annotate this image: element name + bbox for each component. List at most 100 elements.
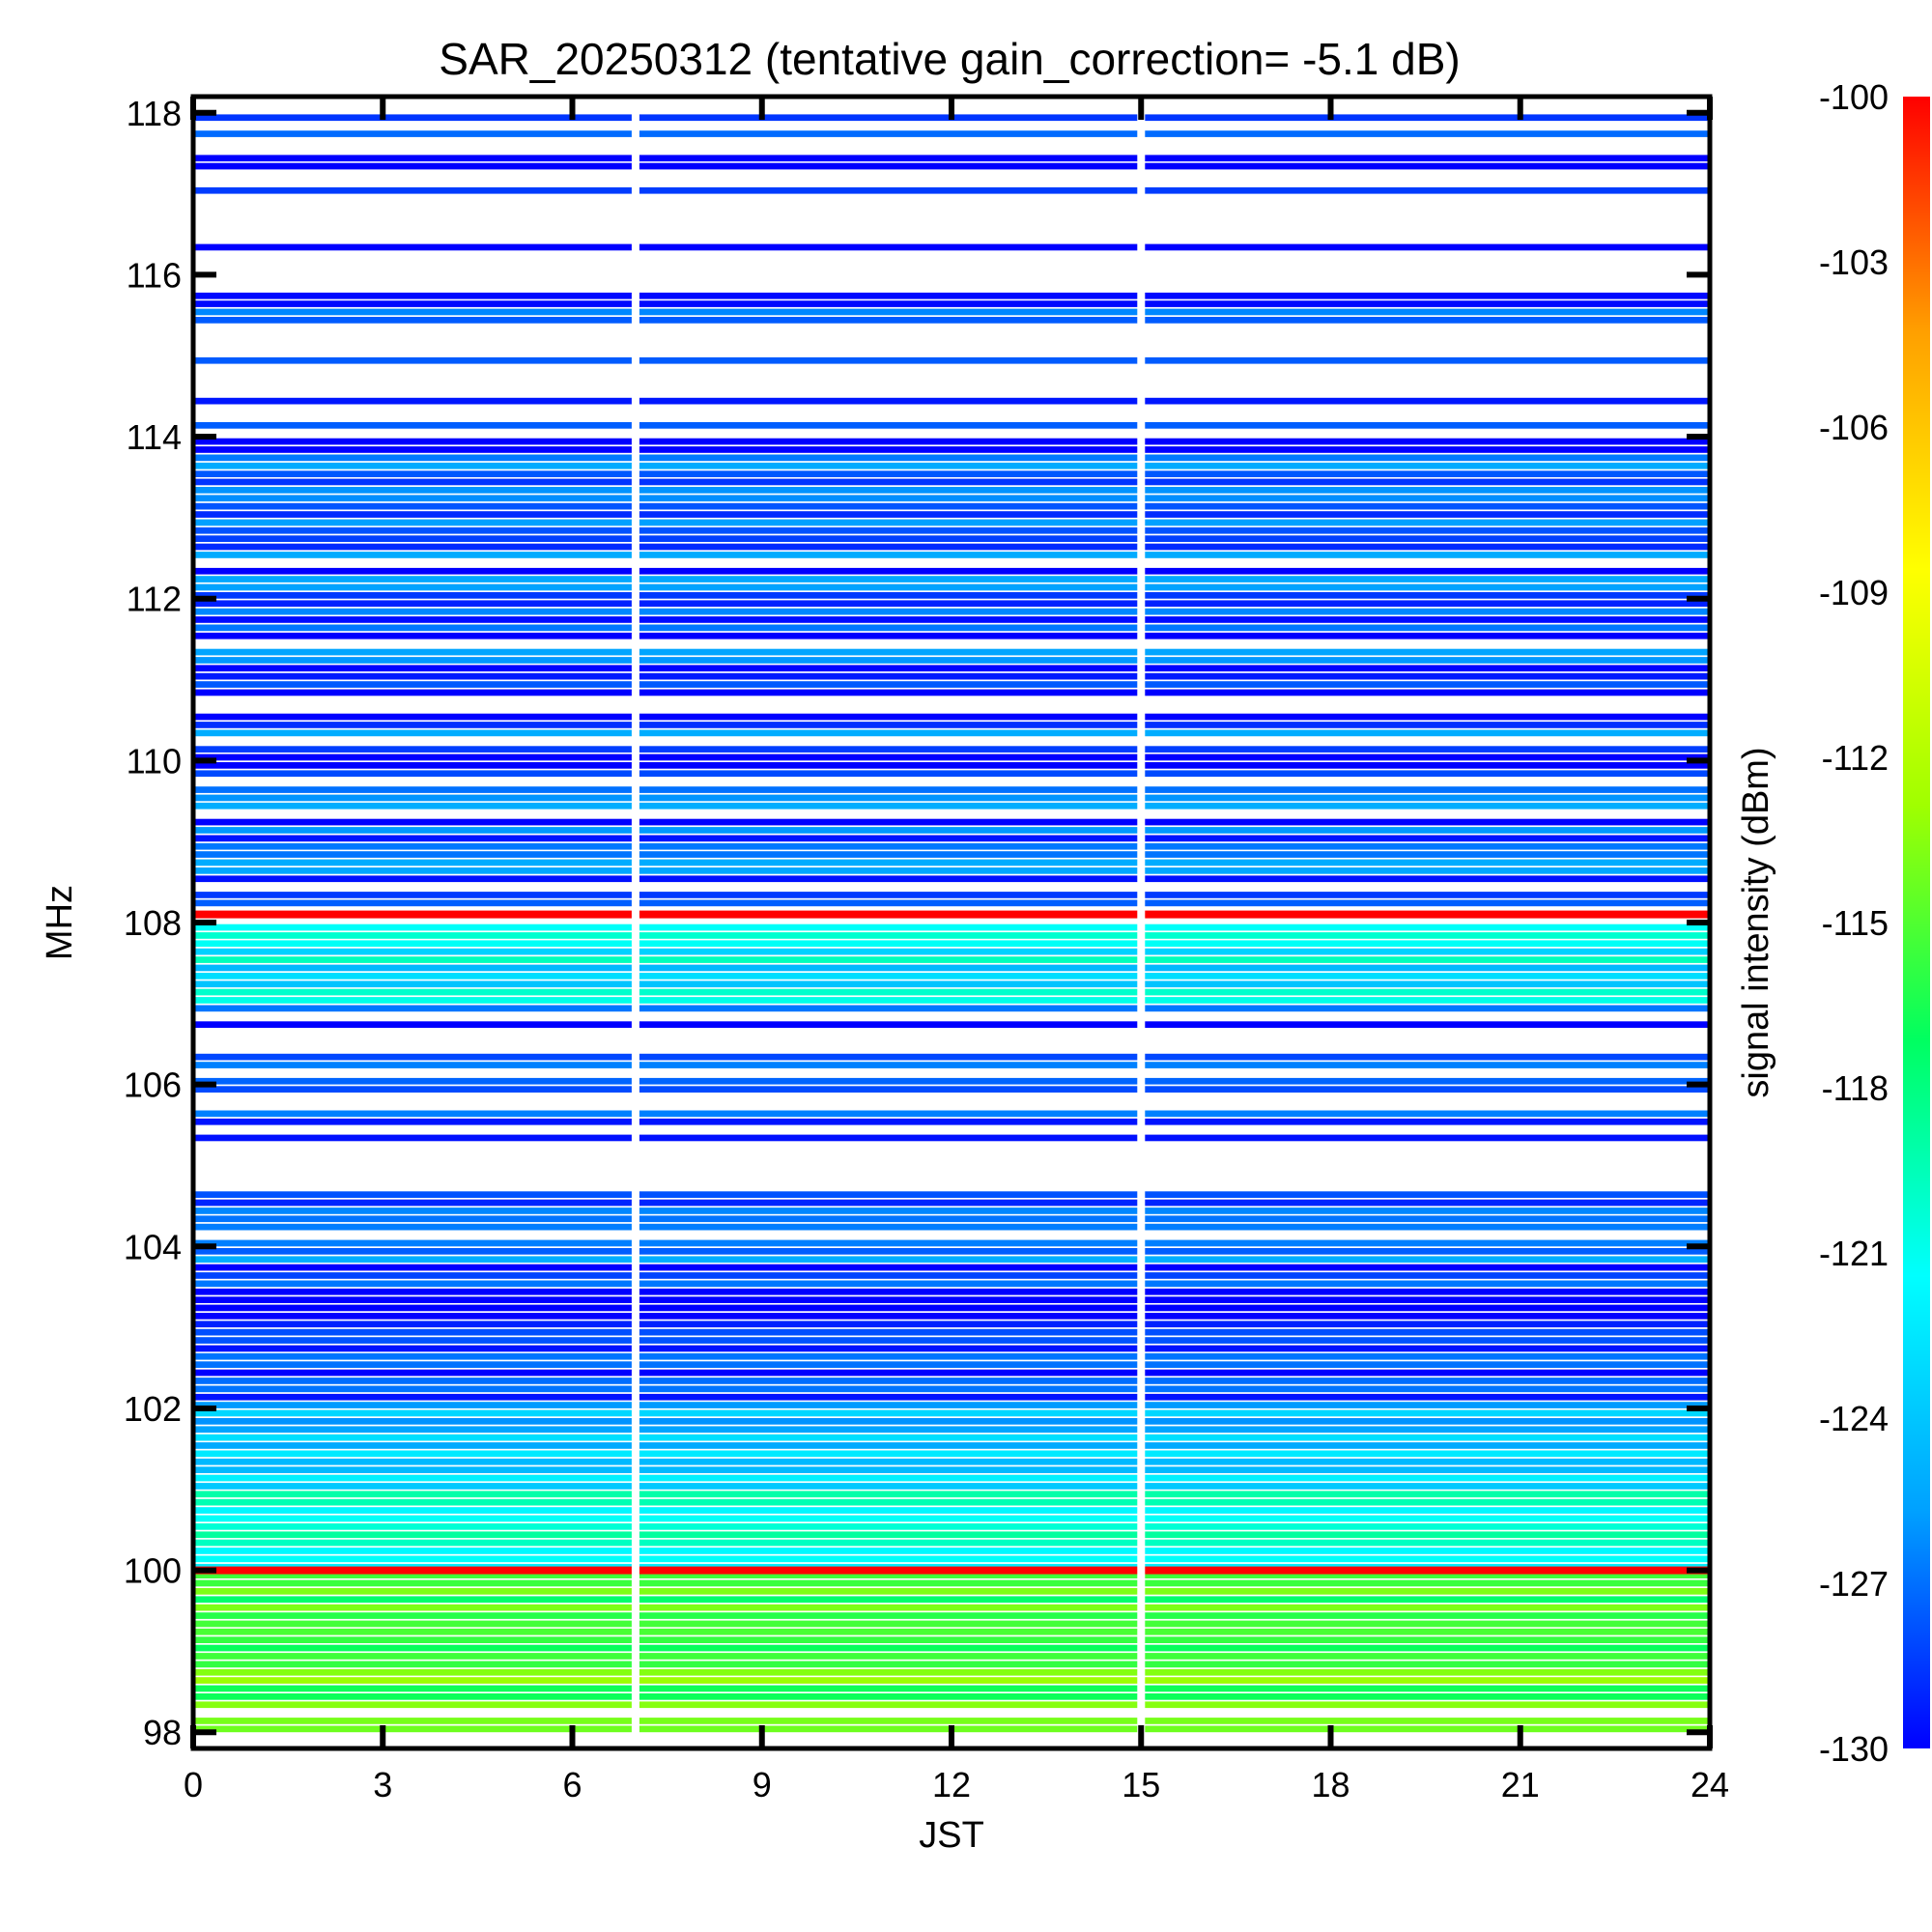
x-tick-label: 24 bbox=[1690, 1765, 1729, 1804]
heatmap-row bbox=[193, 956, 1710, 963]
heatmap-row bbox=[193, 1077, 1710, 1085]
y-tick-label: 116 bbox=[127, 255, 182, 295]
colorbar-tick-label: -121 bbox=[1819, 1234, 1889, 1273]
heatmap-row bbox=[193, 624, 1710, 632]
heatmap-row bbox=[193, 1385, 1710, 1393]
heatmap-row bbox=[193, 495, 1710, 502]
y-tick-label: 102 bbox=[124, 1389, 182, 1429]
heatmap-row bbox=[193, 988, 1710, 996]
heatmap-row bbox=[193, 1223, 1710, 1231]
heatmap-row bbox=[193, 397, 1710, 405]
heatmap-row bbox=[193, 1264, 1710, 1271]
colorbar-tick-label: -127 bbox=[1819, 1564, 1889, 1604]
heatmap-row bbox=[193, 1272, 1710, 1279]
heatmap-row bbox=[193, 1588, 1710, 1595]
heatmap-row bbox=[193, 892, 1710, 898]
heatmap-row bbox=[193, 1296, 1710, 1303]
heatmap-row bbox=[193, 567, 1710, 575]
heatmap-row bbox=[193, 1199, 1710, 1207]
x-tick-label: 15 bbox=[1122, 1765, 1160, 1804]
heatmap-row bbox=[193, 1458, 1710, 1465]
heatmap-row bbox=[193, 1483, 1710, 1490]
data-gaps bbox=[631, 97, 1146, 1748]
heatmap-row bbox=[193, 672, 1710, 680]
heatmap-row bbox=[193, 1369, 1710, 1377]
colorbar-tick-label: -106 bbox=[1819, 408, 1889, 447]
heatmap-row bbox=[193, 729, 1710, 737]
heatmap-row bbox=[193, 1426, 1710, 1434]
heatmap-row bbox=[193, 1491, 1710, 1498]
heatmap-row bbox=[193, 1337, 1710, 1344]
heatmap-row bbox=[193, 770, 1710, 778]
heatmap-row bbox=[193, 1191, 1710, 1198]
y-tick-label: 110 bbox=[127, 741, 182, 781]
heatmap-row bbox=[193, 243, 1710, 251]
heatmap-row bbox=[193, 1450, 1710, 1458]
heatmap-row bbox=[193, 1620, 1710, 1628]
heatmap-row bbox=[193, 923, 1710, 931]
heatmap-row bbox=[193, 454, 1710, 462]
heatmap-row bbox=[193, 487, 1710, 494]
heatmap-row bbox=[193, 1677, 1710, 1684]
x-tick-label: 6 bbox=[562, 1765, 582, 1804]
heatmap-row bbox=[193, 317, 1710, 324]
heatmap-row bbox=[193, 616, 1710, 623]
heatmap-row bbox=[193, 786, 1710, 793]
heatmap-row bbox=[193, 1474, 1710, 1482]
y-tick-label: 100 bbox=[124, 1551, 182, 1591]
heatmap-row bbox=[193, 308, 1710, 316]
colorbar-gradient bbox=[1903, 97, 1930, 1748]
heatmap-row bbox=[193, 713, 1710, 721]
heatmap-row bbox=[193, 859, 1710, 867]
x-axis-ticks: 0 3 6 9 12 15 18 21 24 bbox=[184, 97, 1729, 1804]
heatmap-row bbox=[193, 1256, 1710, 1264]
heatmap-row bbox=[193, 1507, 1710, 1514]
strong-carrier-line bbox=[193, 1566, 1710, 1575]
colorbar-tick-label: -100 bbox=[1819, 77, 1889, 117]
heatmap-row bbox=[193, 1636, 1710, 1643]
heatmap-row bbox=[193, 689, 1710, 696]
heatmap-row bbox=[193, 1466, 1710, 1473]
heatmap-row bbox=[193, 1685, 1710, 1692]
colorbar-tick-label: -112 bbox=[1822, 738, 1889, 778]
heatmap-row bbox=[193, 746, 1710, 753]
heatmap-row bbox=[193, 1418, 1710, 1425]
heatmap-row bbox=[193, 1086, 1710, 1093]
heatmap-row bbox=[193, 1110, 1710, 1118]
x-axis-label: JST bbox=[919, 1815, 984, 1856]
heatmap-row bbox=[193, 1409, 1710, 1417]
y-axis-ticks: 98 100 102 104 106 108 110 112 114 116 118 bbox=[124, 94, 1710, 1752]
heatmap-row bbox=[193, 292, 1710, 299]
heatmap-row bbox=[193, 973, 1710, 980]
heatmap-row bbox=[193, 1718, 1710, 1724]
heatmap-row bbox=[193, 1539, 1710, 1547]
colorbar-ticks: -100 -103 -106 -109 -112 -115 -118 -121 -124 -127… bbox=[1819, 77, 1889, 1769]
heatmap-row bbox=[193, 818, 1710, 826]
data-gap bbox=[631, 97, 639, 1748]
heatmap-row bbox=[193, 802, 1710, 810]
heatmap-row bbox=[193, 535, 1710, 542]
heatmap-row bbox=[193, 502, 1710, 510]
heatmap-row bbox=[193, 1328, 1710, 1336]
heatmap-row bbox=[193, 300, 1710, 307]
plot-area bbox=[190, 94, 1713, 1751]
heatmap-row bbox=[193, 899, 1710, 907]
heatmap-row bbox=[193, 186, 1710, 194]
x-tick-label: 18 bbox=[1311, 1765, 1350, 1804]
heatmap-row bbox=[193, 446, 1710, 453]
heatmap-row bbox=[193, 1378, 1710, 1384]
heatmap-row bbox=[193, 997, 1710, 1004]
heatmap-row bbox=[193, 1239, 1710, 1247]
y-tick-label: 108 bbox=[124, 903, 182, 943]
heatmap-row bbox=[193, 1361, 1710, 1368]
heatmap-row bbox=[193, 583, 1710, 591]
heatmap-row bbox=[193, 356, 1710, 364]
heatmap-row bbox=[193, 1628, 1710, 1635]
x-tick-label: 21 bbox=[1501, 1765, 1540, 1804]
colorbar-tick-label: -124 bbox=[1819, 1399, 1889, 1438]
heatmap-row bbox=[193, 1612, 1710, 1619]
heatmap-row bbox=[193, 842, 1710, 850]
heatmap-row bbox=[193, 648, 1710, 656]
heatmap-row bbox=[193, 657, 1710, 664]
